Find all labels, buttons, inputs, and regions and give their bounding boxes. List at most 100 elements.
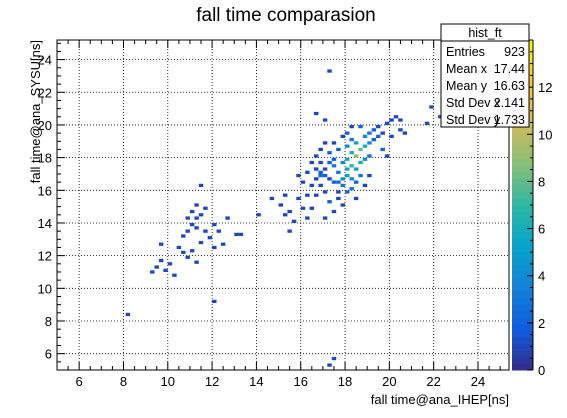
heatmap-cell-39 (291, 219, 297, 223)
color-scale-step (512, 238, 533, 246)
heatmap-cell-87 (376, 134, 381, 139)
x-tick-label-7: 20 (382, 374, 396, 389)
heatmap-cell-50 (314, 193, 319, 197)
heatmap-cell-121 (367, 173, 372, 178)
heatmap-cell-2 (154, 265, 159, 269)
stats-box: hist_ft Entries 923 Mean x 17.44 Mean y 16.63 S… (440, 23, 530, 128)
color-scale-step (512, 290, 533, 298)
heatmap-cell-136 (327, 160, 332, 165)
heatmap-cell-107 (393, 115, 399, 119)
stats-value-4: 1.733 (494, 113, 525, 127)
heatmap-cell-99 (336, 147, 341, 152)
color-scale-step (512, 191, 533, 199)
heatmap-cell-77 (358, 160, 363, 165)
heatmap-cell-30 (238, 232, 244, 237)
heatmap-cell-123 (278, 203, 283, 207)
heatmap-cell-8 (176, 245, 182, 250)
color-scale-step (512, 178, 533, 186)
y-tick-label-0: 6 (45, 347, 52, 362)
x-tick-label-5: 16 (293, 374, 307, 389)
heatmap-cell-61 (331, 180, 337, 184)
heatmap-cell-68 (340, 183, 346, 188)
heatmap-cell-21 (216, 229, 221, 233)
y-tick-label-1: 8 (45, 314, 52, 329)
heatmap-cell-85 (371, 138, 377, 142)
color-scale-step (512, 304, 533, 312)
stats-label-4: Std Dev y (446, 113, 501, 127)
heatmap-cell-75 (353, 167, 359, 171)
stats-label-0: Entries (446, 45, 485, 59)
color-scale-step (512, 152, 533, 160)
heatmap-cell-56 (314, 154, 319, 158)
heatmap-cell-51 (309, 206, 315, 210)
heatmap-cell-4 (163, 268, 168, 272)
heatmap-cell-23 (203, 206, 208, 210)
heatmap-cell-37 (283, 213, 288, 217)
heatmap-cell-86 (371, 128, 377, 132)
stats-label-3: Std Dev x (446, 96, 501, 110)
y-tick-label-5: 16 (38, 183, 52, 198)
heatmap-cell-38 (287, 209, 292, 214)
color-scale-step (512, 284, 533, 292)
y-tick-label-4: 14 (38, 216, 52, 231)
heatmap-cell-90 (380, 147, 385, 152)
heatmap-cell-25 (194, 203, 199, 207)
heatmap-cell-34 (194, 226, 199, 230)
heatmap-cell-129 (438, 115, 443, 119)
heatmap-cell-18 (203, 229, 208, 233)
heatmap-cell-114 (327, 69, 332, 73)
heatmap-cell-124 (283, 193, 288, 197)
heatmap-cell-33 (212, 245, 217, 250)
color-scale-step (512, 264, 533, 272)
heatmap-cell-97 (345, 190, 350, 194)
heatmap-cell-95 (353, 180, 359, 184)
heatmap-cell-125 (305, 216, 310, 220)
heatmap-cells (125, 69, 443, 367)
heatmap-cell-6 (158, 242, 164, 246)
heatmap-cell-28 (225, 216, 230, 220)
heatmap-cell-12 (194, 216, 199, 220)
color-scale-label-2: 4 (538, 269, 545, 284)
heatmap-cell-57 (318, 147, 323, 152)
heatmap-cell-22 (198, 213, 204, 217)
heatmap-cell-41 (300, 206, 306, 210)
color-scale-step (512, 158, 533, 166)
heatmap-cell-69 (340, 160, 346, 165)
heatmap-cell-134 (318, 173, 323, 178)
y-tick-label-7: 20 (38, 118, 52, 133)
color-scale-step (512, 323, 533, 331)
color-scale-step (512, 310, 533, 318)
heatmap-cell-44 (314, 177, 319, 181)
heatmap-cell-110 (389, 134, 394, 139)
color-scale-step (512, 165, 533, 173)
y-tick-label-6: 18 (38, 151, 52, 166)
heatmap-cell-83 (367, 141, 372, 145)
stats-value-0: 923 (504, 45, 525, 59)
heatmap-cell-55 (296, 173, 301, 178)
heatmap-cell-47 (318, 160, 323, 165)
color-scale-label-1: 2 (538, 316, 545, 331)
heatmap-cell-122 (336, 190, 341, 194)
color-scale-step (512, 224, 533, 232)
heatmap-cell-76 (358, 147, 363, 152)
y-tick-label-2: 10 (38, 281, 52, 296)
x-axis-label: fall time@ana_IHEP[ns] (371, 392, 509, 407)
heatmap-cell-59 (327, 151, 332, 155)
x-tick-label-0: 6 (76, 374, 83, 389)
heatmap-cell-109 (398, 128, 403, 132)
color-scale-step (512, 330, 533, 338)
heatmap-cell-115 (327, 363, 332, 367)
x-tick-label-8: 22 (426, 374, 440, 389)
heatmap-cell-53 (305, 170, 310, 174)
heatmap-cell-67 (322, 216, 328, 220)
heatmap-cell-27 (198, 183, 204, 188)
heatmap-cell-113 (322, 118, 328, 122)
heatmap-cell-1 (150, 270, 155, 274)
heatmap-cell-71 (345, 173, 350, 178)
heatmap-cell-17 (194, 260, 199, 264)
color-scale-step (512, 172, 533, 180)
color-scale-step (512, 231, 533, 239)
color-scale-step (512, 337, 533, 345)
heatmap-cell-112 (314, 111, 319, 116)
heatmap-cell-0 (125, 312, 131, 317)
